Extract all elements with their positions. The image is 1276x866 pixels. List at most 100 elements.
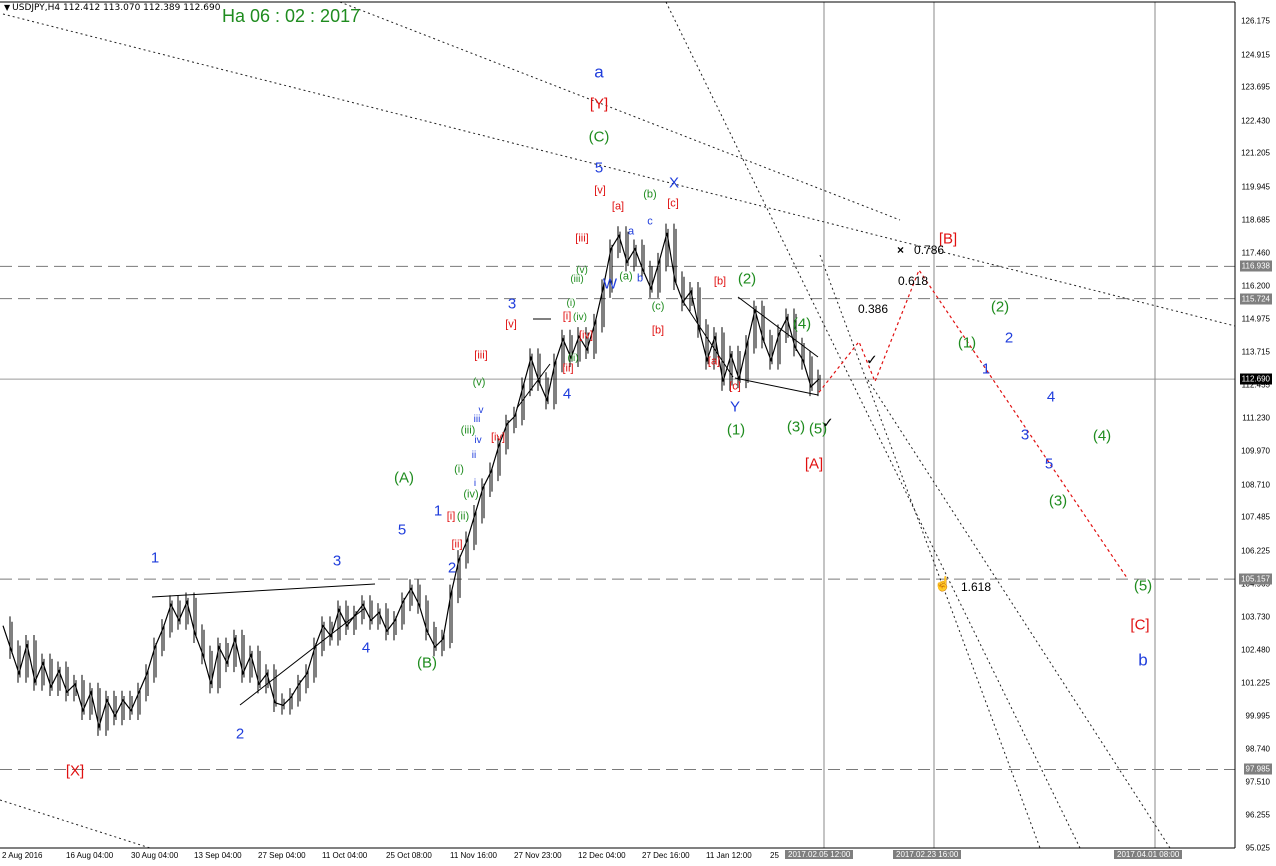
fib-0618-label: 0.618 [898, 274, 929, 288]
wave-label: [i] [562, 310, 572, 323]
wave-label: (2) [990, 298, 1010, 316]
y-tick-label: 95.025 [1245, 843, 1270, 853]
cross-marker-icon: × [897, 243, 905, 257]
y-tick-label: 111.230 [1242, 413, 1270, 423]
y-tick-label: 101.225 [1241, 678, 1270, 688]
y-tick-label: 112.455 [1241, 380, 1270, 390]
dropdown-arrow-icon[interactable]: ▼ [4, 3, 11, 12]
wave-label: b [636, 272, 644, 285]
wave-label: 4 [361, 639, 371, 657]
x-tick-label: 2 Aug 2016 [2, 851, 43, 860]
x-tick-label: 30 Aug 04:00 [131, 851, 179, 860]
check-marker-icon: ✓ [866, 351, 878, 368]
wave-label: (3) [1048, 492, 1068, 510]
wave-label: 2 [447, 559, 457, 577]
wave-label: 5 [594, 159, 604, 177]
x-tick-label: 11 Nov 16:00 [450, 851, 497, 860]
forecast-date-title: На 06 : 02 : 2017 [222, 6, 361, 26]
dotted-trendline [867, 379, 1171, 849]
wave-label: [a] [611, 200, 625, 213]
wave-label: (5) [1133, 577, 1153, 595]
x-tick-label: 27 Sep 04:00 [258, 851, 306, 860]
wave-label: (iii) [460, 424, 476, 437]
price-series-layer [2, 223, 821, 736]
level-price-badge: 105.157 [1239, 573, 1272, 585]
y-tick-label: 116.200 [1241, 281, 1270, 291]
wave-label: iv [474, 435, 482, 446]
pattern-line [151, 583, 376, 598]
wave-label: (5) [808, 420, 828, 438]
wave-label: (b) [643, 188, 657, 201]
wave-label: [C] [1130, 616, 1150, 634]
wave-label: [A] [804, 455, 824, 473]
dotted-trendline [0, 799, 151, 849]
x-time-badge: 2017.02.23 16:00 [893, 850, 962, 859]
wave-label: (v) [576, 265, 588, 276]
y-tick-label: 103.730 [1241, 612, 1270, 622]
wave-label: 4 [562, 385, 572, 403]
wave-label: 1 [433, 502, 443, 520]
trendlines-layer [0, 1, 1236, 849]
wave-label: (i) [454, 463, 464, 476]
y-tick-label: 118.685 [1241, 215, 1270, 225]
wave-label: 2 [1004, 329, 1014, 347]
wave-label: 3 [507, 295, 517, 313]
wave-label: iii [473, 414, 481, 425]
wave-label: (3) [786, 418, 806, 436]
y-tick-label: 113.715 [1241, 347, 1270, 357]
wave-label: (c) [651, 300, 665, 313]
level-price-badge: 116.938 [1239, 260, 1272, 272]
y-tick-label: 126.175 [1241, 16, 1270, 26]
wave-label: 1 [981, 360, 991, 378]
wave-label: [b] [713, 275, 727, 288]
wave-label: (4) [792, 315, 812, 333]
wave-label: [ii] [562, 362, 574, 375]
wave-label: 2 [235, 725, 245, 743]
wave-label: (i) [566, 298, 576, 309]
fib-0386-label: 0.386 [858, 302, 889, 316]
wave-label: (ii) [567, 353, 579, 364]
y-tick-label: 124.915 [1241, 50, 1270, 60]
wave-label: a [627, 225, 635, 238]
y-tick-label: 119.945 [1241, 182, 1270, 192]
x-tick-label: 12 Dec 04:00 [578, 851, 626, 860]
wave-label: [v] [594, 184, 606, 197]
level-price-badge: 97.985 [1243, 763, 1272, 775]
wave-label: 4 [1046, 388, 1056, 406]
wave-label: [iii] [474, 349, 488, 362]
wave-label: c [647, 215, 653, 228]
wave-label: [c] [667, 197, 679, 210]
hand-marker-icon: ☝ [934, 575, 952, 592]
grid-layer [0, 2, 1235, 848]
x-tick-label: 25 Oct 08:00 [386, 851, 432, 860]
y-tick-label: 121.205 [1241, 148, 1270, 158]
price-line [2, 232, 820, 729]
wave-label: 5 [1044, 455, 1054, 473]
wave-label: (A) [394, 469, 414, 487]
y-tick-label: 108.710 [1241, 480, 1270, 490]
wave-label: [b] [651, 324, 665, 337]
pattern-line [239, 607, 366, 706]
x-tick-label: 27 Nov 23:00 [514, 851, 562, 860]
wave-label: (1) [726, 421, 746, 439]
y-tick-label: 99.995 [1245, 711, 1270, 721]
y-tick-label: 106.225 [1241, 546, 1270, 556]
x-time-badge: 2017.04.01 08:00 [1114, 850, 1183, 859]
wave-label: (iii) [570, 274, 584, 285]
wave-label: W [602, 275, 618, 293]
y-tick-label: 109.970 [1241, 446, 1270, 456]
wave-label: (ii) [456, 510, 470, 523]
x-time-badge: 2017.02.05 12:00 [785, 850, 854, 859]
wave-label: (iv) [573, 312, 587, 323]
wave-label: [ii] [451, 538, 463, 551]
wave-label: (C) [588, 128, 610, 146]
wave-label: [i] [446, 510, 456, 523]
x-tick-label: 11 Jan 12:00 [706, 851, 752, 860]
wave-label: ii [471, 450, 477, 461]
x-tick-label: 27 Dec 16:00 [642, 851, 690, 860]
wave-label: [v] [505, 318, 517, 331]
wave-label: a [594, 62, 604, 82]
wave-label: b [1138, 650, 1148, 670]
forecast-layer [818, 268, 1128, 579]
